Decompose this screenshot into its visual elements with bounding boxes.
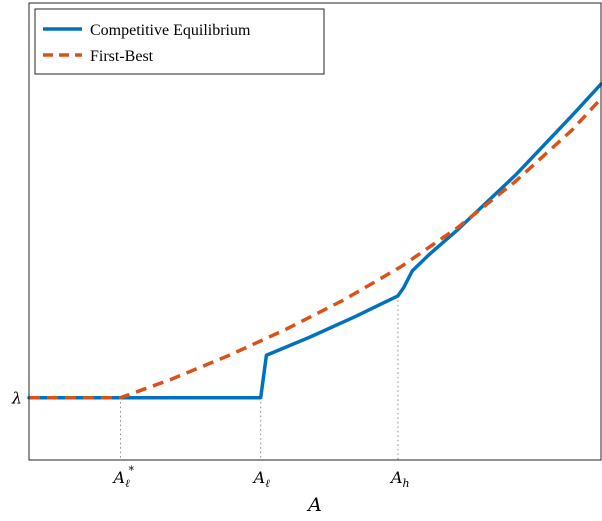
x-tick-label-0: Aℓ: [112, 468, 131, 490]
series-line-competitive-equilibrium: [27, 82, 602, 400]
y-tick-labels: λ: [11, 389, 22, 408]
x-tick-label-1: Aℓ: [252, 468, 271, 490]
x-tick-label-sup-0: *: [129, 464, 135, 477]
axes-frame: [28, 2, 602, 461]
x-tick-label-2: Ah: [389, 468, 410, 490]
y-tick-label-0: λ: [11, 389, 22, 408]
series-line-first-best: [29, 97, 602, 400]
legend: Competitive Equilibrium First-Best: [34, 8, 325, 75]
x-axis-label: A: [306, 494, 322, 516]
series-layer: [27, 82, 602, 400]
legend-label-first-best: First-Best: [90, 48, 154, 65]
x-tick-labels: Aℓ* Aℓ Ah: [112, 464, 410, 490]
tick-guide-lines: [120, 295, 399, 460]
legend-box: [34, 8, 325, 75]
legend-label-competitive-equilibrium: Competitive Equilibrium: [90, 22, 251, 39]
